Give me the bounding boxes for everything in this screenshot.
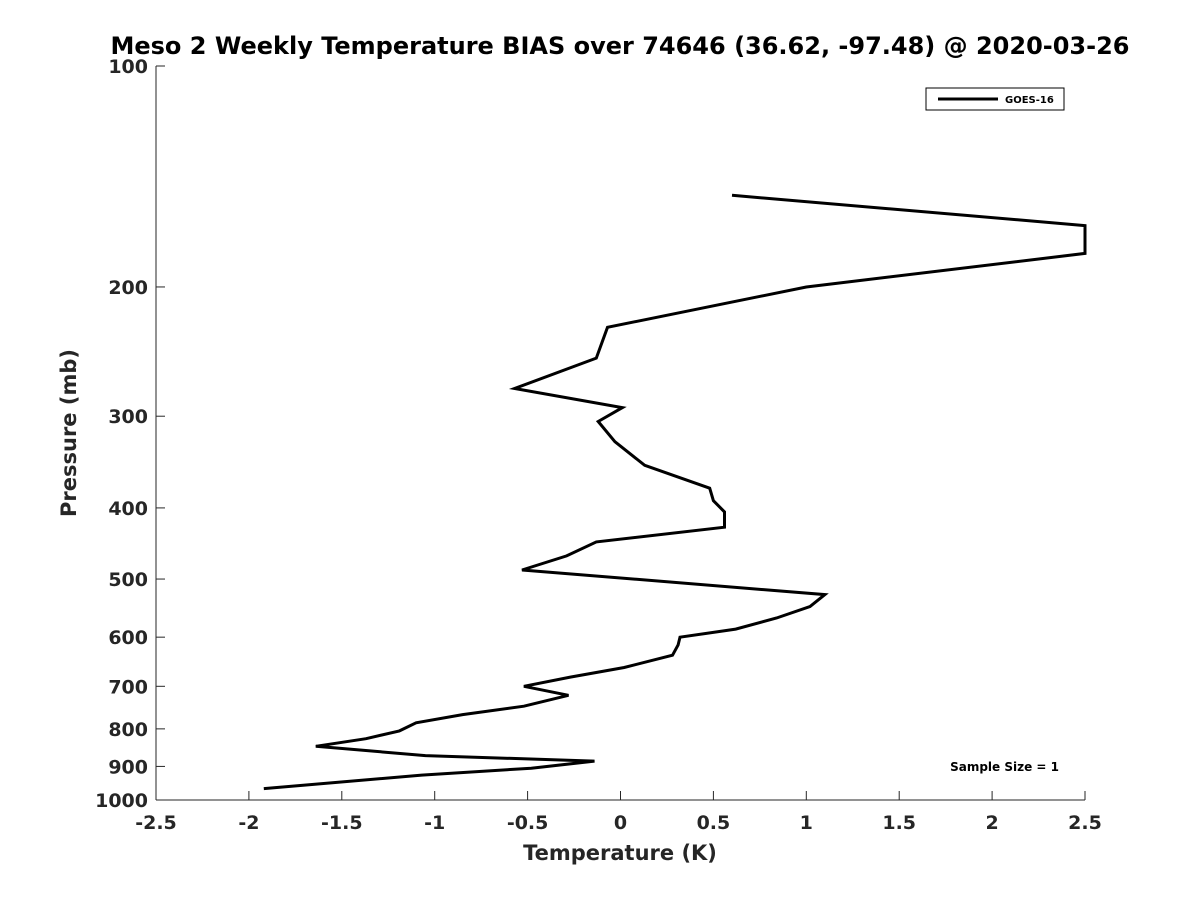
x-tick-label: -1.5: [321, 812, 363, 834]
x-tick-label: -0.5: [507, 812, 549, 834]
legend-label-goes-16: GOES-16: [1005, 95, 1054, 106]
y-tick-label: 400: [108, 498, 148, 520]
y-tick-label: 600: [108, 627, 148, 649]
x-tick-label: -2: [238, 812, 259, 834]
y-tick-label: 200: [108, 277, 148, 299]
legend: GOES-16: [925, 87, 1065, 111]
y-tick-label: 800: [108, 719, 148, 741]
x-tick-label: 0: [614, 812, 627, 834]
y-ticks: 100 200 300 400 500 600 700 800 900 1000: [95, 56, 165, 812]
y-axis-label: Pressure (mb): [57, 349, 81, 517]
x-tick-label: -1: [424, 812, 445, 834]
y-tick-label: 500: [108, 569, 148, 591]
x-tick-label: 1: [800, 812, 813, 834]
x-tick-label: -2.5: [135, 812, 177, 834]
y-tick-label: 1000: [95, 790, 148, 812]
chart-title: Meso 2 Weekly Temperature BIAS over 7464…: [110, 32, 1129, 60]
series-line-goes-16: [263, 193, 1087, 791]
x-tick-label: 0.5: [697, 812, 731, 834]
x-tick-label: 1.5: [882, 812, 916, 834]
x-axis-label: Temperature (K): [523, 841, 717, 865]
sample-size-annotation: Sample Size = 1: [950, 760, 1059, 774]
y-tick-label: 900: [108, 756, 148, 778]
y-tick-label: 300: [108, 406, 148, 428]
x-tick-label: 2.5: [1068, 812, 1102, 834]
x-tick-label: 2: [985, 812, 998, 834]
x-ticks: -2.5 -2 -1.5 -1 -0.5 0 0.5 1 1.5 2 2.5: [135, 791, 1102, 834]
series-layer: [263, 193, 1087, 791]
y-tick-label: 700: [108, 676, 148, 698]
y-tick-label: 100: [108, 56, 148, 78]
